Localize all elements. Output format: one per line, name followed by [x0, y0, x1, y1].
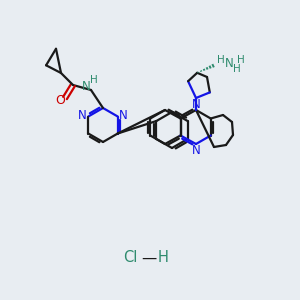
- Text: N: N: [225, 57, 234, 70]
- Text: N: N: [192, 98, 200, 112]
- Text: H: H: [217, 55, 225, 65]
- Text: O: O: [55, 94, 65, 107]
- Text: H: H: [237, 55, 245, 65]
- Text: N: N: [82, 80, 90, 94]
- Text: N: N: [78, 109, 87, 122]
- Text: H: H: [233, 64, 241, 74]
- Text: H: H: [90, 75, 98, 85]
- Text: H: H: [158, 250, 168, 266]
- Text: Cl: Cl: [123, 250, 137, 266]
- Text: —: —: [141, 250, 157, 266]
- Text: N: N: [119, 109, 128, 122]
- Text: N: N: [192, 143, 200, 157]
